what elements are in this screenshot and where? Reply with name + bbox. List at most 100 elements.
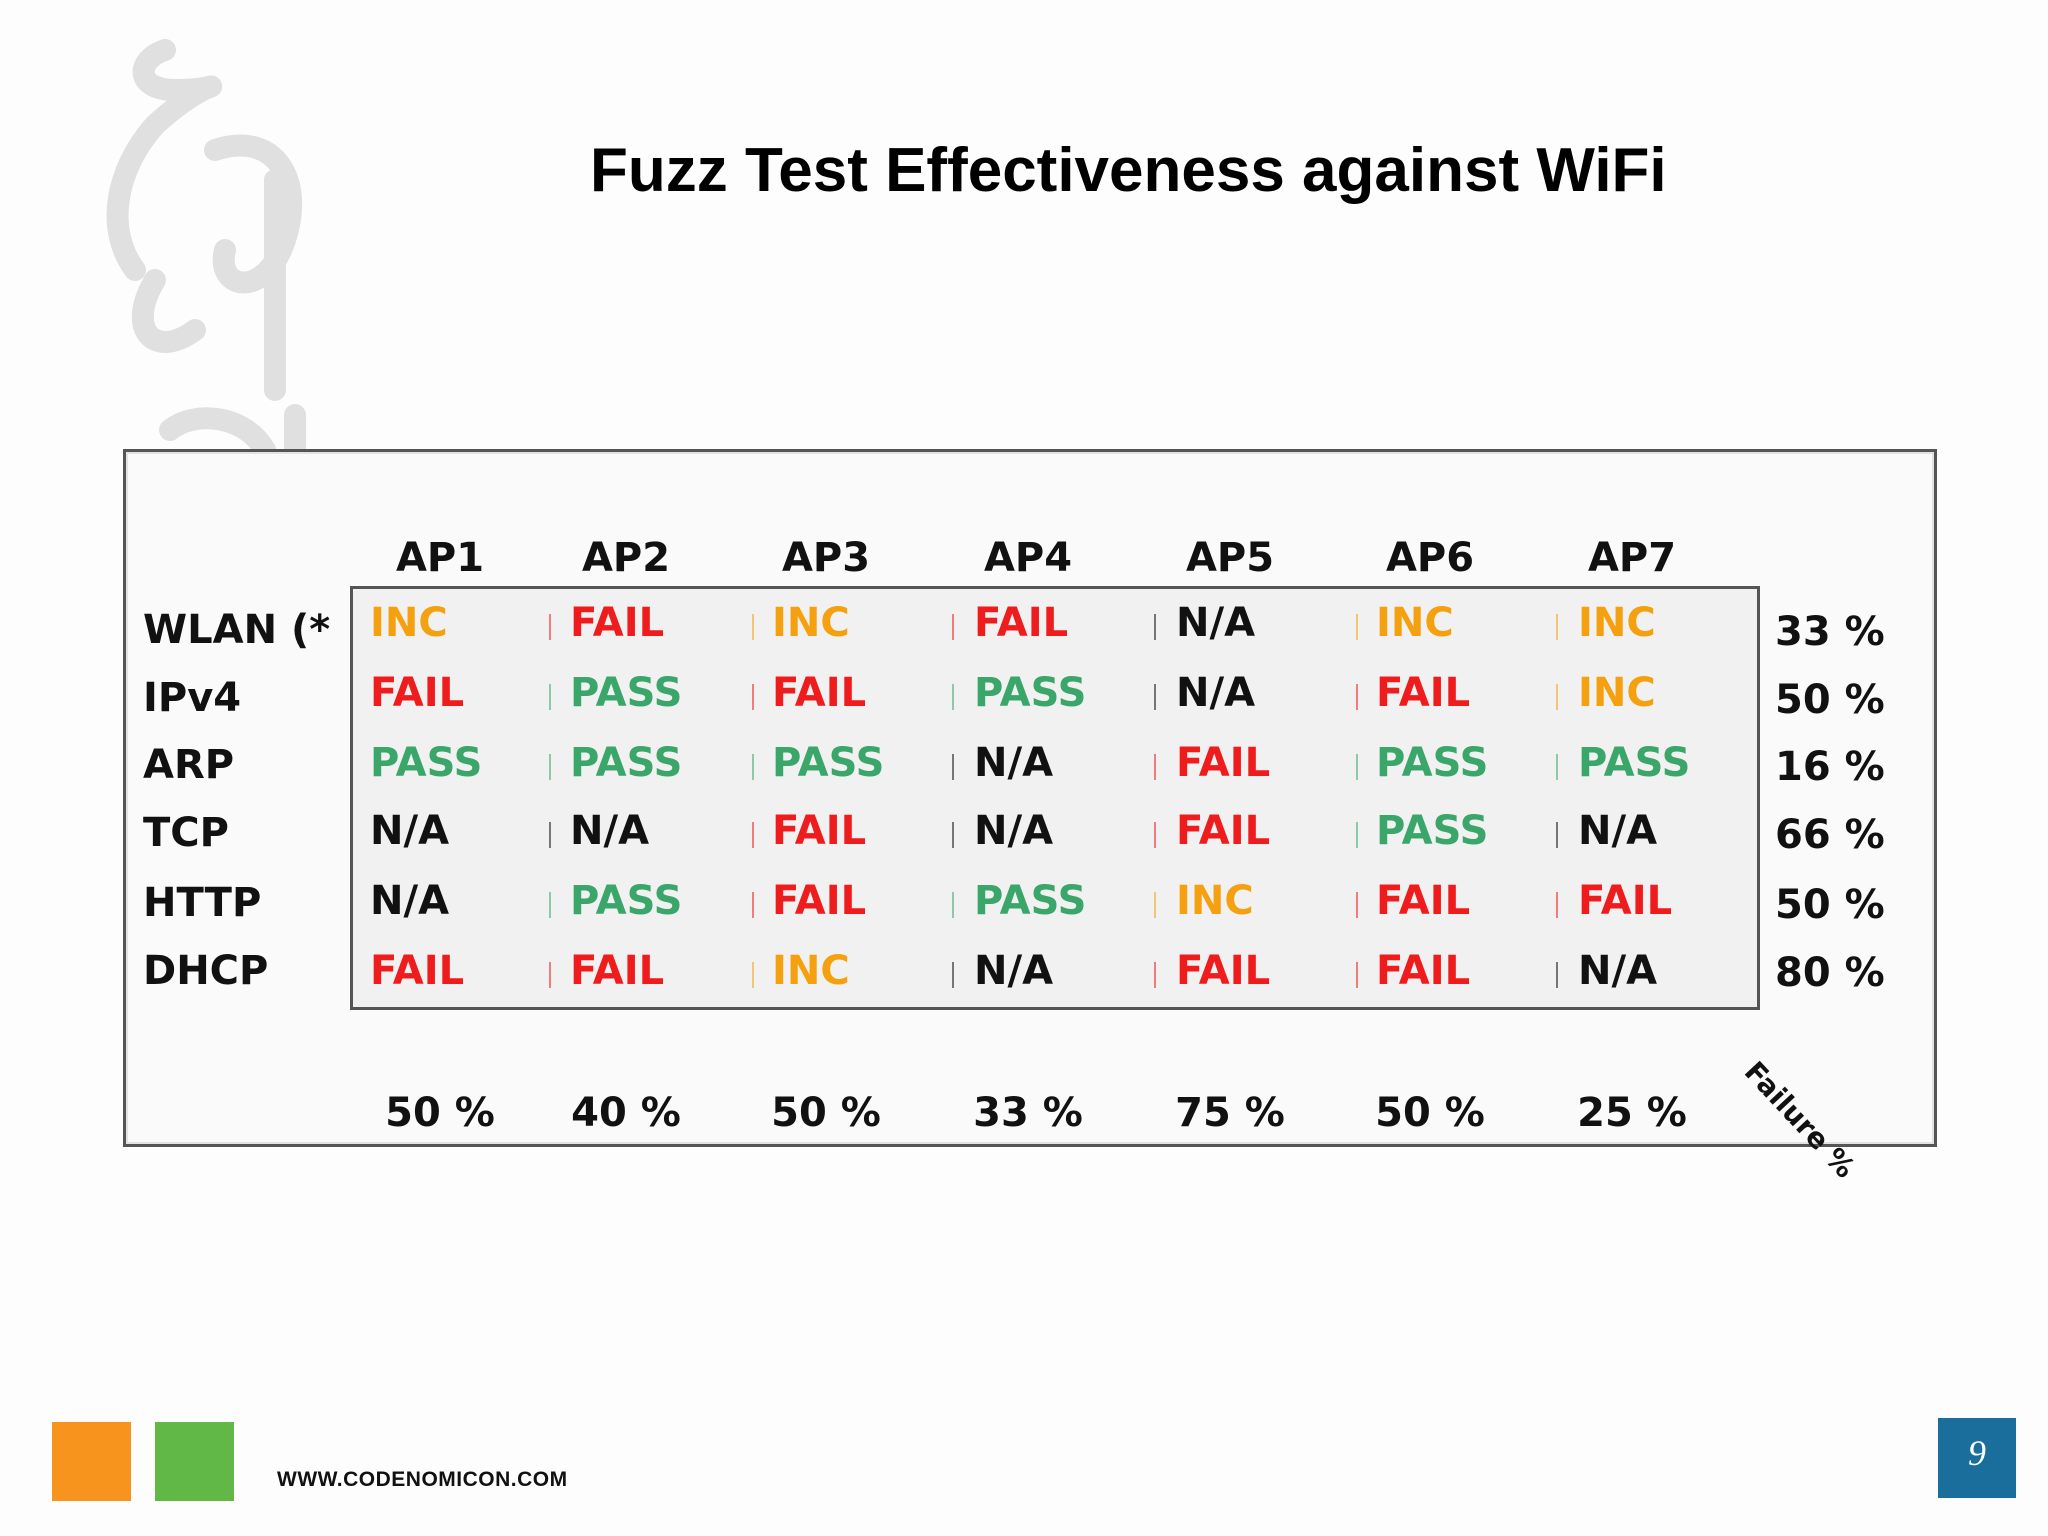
- cell-divider: [952, 614, 954, 640]
- result-cell: N/A: [1578, 948, 1658, 994]
- cell-divider: [752, 962, 754, 988]
- column-header: AP3: [781, 535, 871, 581]
- cell-divider: [1154, 892, 1156, 918]
- cell-divider: [1154, 754, 1156, 780]
- cell-divider: [952, 962, 954, 988]
- result-cell: FAIL: [1376, 670, 1471, 716]
- result-cell: FAIL: [1376, 948, 1471, 994]
- cell-divider: [549, 892, 551, 918]
- cell-divider: [1356, 962, 1358, 988]
- result-cell: FAIL: [1176, 948, 1271, 994]
- result-cell: N/A: [370, 808, 450, 854]
- cell-divider: [952, 892, 954, 918]
- cell-divider: [1154, 614, 1156, 640]
- result-cell: FAIL: [974, 600, 1069, 646]
- row-failure-percent: 50 %: [1775, 882, 1885, 928]
- row-failure-percent: 16 %: [1775, 744, 1885, 790]
- result-cell: FAIL: [370, 670, 465, 716]
- result-cell: PASS: [974, 878, 1087, 924]
- row-failure-percent: 66 %: [1775, 812, 1885, 858]
- result-cell: FAIL: [1176, 740, 1271, 786]
- result-cell: PASS: [1578, 740, 1691, 786]
- column-header: AP5: [1185, 535, 1275, 581]
- column-failure-percent: 50 %: [1375, 1090, 1485, 1136]
- cell-divider: [1556, 962, 1558, 988]
- row-header: TCP: [143, 810, 229, 856]
- result-cell: N/A: [974, 808, 1054, 854]
- cell-divider: [952, 754, 954, 780]
- cell-divider: [1154, 684, 1156, 710]
- column-header: AP4: [983, 535, 1073, 581]
- result-cell: N/A: [1176, 600, 1256, 646]
- result-cell: INC: [772, 600, 850, 646]
- cell-divider: [549, 684, 551, 710]
- cell-divider: [1556, 822, 1558, 848]
- result-cell: PASS: [370, 740, 483, 786]
- result-cell: N/A: [1578, 808, 1658, 854]
- cell-divider: [549, 614, 551, 640]
- row-header: ARP: [143, 742, 235, 788]
- result-cell: INC: [370, 600, 448, 646]
- column-failure-percent: 50 %: [771, 1090, 881, 1136]
- cell-divider: [549, 822, 551, 848]
- result-cell: FAIL: [570, 948, 665, 994]
- result-cell: FAIL: [772, 808, 867, 854]
- row-failure-percent: 33 %: [1775, 609, 1885, 655]
- result-cell: INC: [772, 948, 850, 994]
- result-cell: N/A: [370, 878, 450, 924]
- cell-divider: [1154, 962, 1156, 988]
- result-cell: FAIL: [1376, 878, 1471, 924]
- cell-divider: [549, 754, 551, 780]
- result-cell: INC: [1578, 670, 1656, 716]
- column-failure-percent: 25 %: [1577, 1090, 1687, 1136]
- cell-divider: [1556, 614, 1558, 640]
- row-header: IPv4: [143, 675, 242, 721]
- result-cell: INC: [1578, 600, 1656, 646]
- cell-divider: [752, 822, 754, 848]
- footer-website[interactable]: WWW.CODENOMICON.COM: [277, 1468, 568, 1491]
- cell-divider: [1556, 754, 1558, 780]
- result-cell: N/A: [974, 948, 1054, 994]
- result-cell: FAIL: [772, 670, 867, 716]
- page-number-badge: 9: [1938, 1418, 2016, 1498]
- result-cell: INC: [1376, 600, 1454, 646]
- result-cell: N/A: [1176, 670, 1256, 716]
- result-cell: FAIL: [570, 600, 665, 646]
- row-header: WLAN (*: [143, 607, 331, 653]
- slide-title: Fuzz Test Effectiveness against WiFi: [590, 136, 1667, 205]
- result-cell: FAIL: [370, 948, 465, 994]
- result-cell: FAIL: [772, 878, 867, 924]
- result-cell: N/A: [974, 740, 1054, 786]
- cell-divider: [752, 684, 754, 710]
- cell-divider: [752, 754, 754, 780]
- result-cell: N/A: [570, 808, 650, 854]
- column-header: AP1: [395, 535, 485, 581]
- cell-divider: [549, 962, 551, 988]
- green-square-icon: [155, 1422, 234, 1501]
- result-cell: PASS: [570, 670, 683, 716]
- result-cell: PASS: [1376, 808, 1489, 854]
- codenomicon-logo-mark: [106, 39, 306, 460]
- column-header: AP7: [1587, 535, 1677, 581]
- result-cell: PASS: [570, 878, 683, 924]
- cell-divider: [1356, 684, 1358, 710]
- cell-divider: [752, 892, 754, 918]
- results-grid-frame: [350, 586, 1760, 1010]
- cell-divider: [1356, 614, 1358, 640]
- column-failure-percent: 33 %: [973, 1090, 1083, 1136]
- result-cell: FAIL: [1578, 878, 1673, 924]
- result-cell: INC: [1176, 878, 1254, 924]
- row-failure-percent: 50 %: [1775, 677, 1885, 723]
- result-cell: PASS: [974, 670, 1087, 716]
- result-cell: PASS: [1376, 740, 1489, 786]
- column-failure-percent: 50 %: [385, 1090, 495, 1136]
- row-header: HTTP: [143, 880, 262, 926]
- row-header: DHCP: [143, 948, 269, 994]
- result-cell: PASS: [772, 740, 885, 786]
- orange-square-icon: [52, 1422, 131, 1501]
- cell-divider: [952, 684, 954, 710]
- column-header: AP6: [1385, 535, 1475, 581]
- result-cell: PASS: [570, 740, 683, 786]
- cell-divider: [1556, 684, 1558, 710]
- cell-divider: [752, 614, 754, 640]
